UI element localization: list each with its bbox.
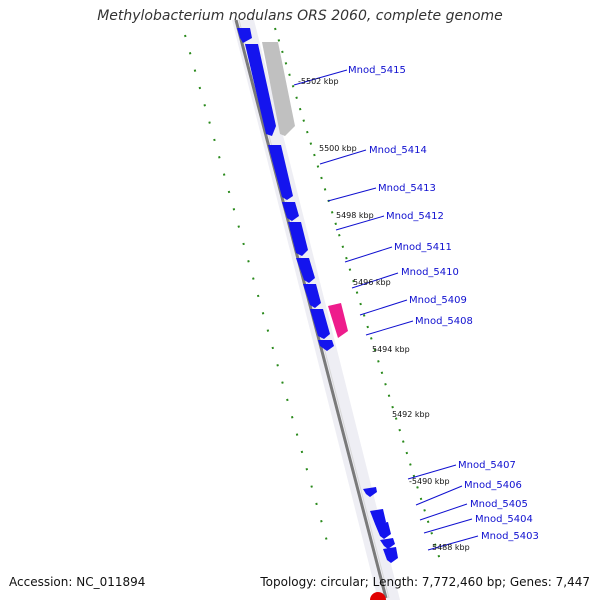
callout-line [427, 535, 479, 551]
origin-marker [370, 592, 386, 600]
gene-label-mnod-5406[interactable]: Mnod_5406 [464, 480, 522, 491]
genome-summary-text: Topology: circular; Length: 7,772,460 bp… [260, 575, 590, 589]
callout-line [407, 464, 457, 480]
gene-label-mnod-5405[interactable]: Mnod_5405 [470, 499, 528, 510]
scale-tick-label: 5488 kbp [432, 543, 470, 552]
gene-arrow-mnod-5411[interactable] [296, 258, 315, 283]
gene-arrow-mnod-5409[interactable] [310, 309, 330, 339]
callout-line [351, 272, 399, 289]
gene-label-mnod-5415[interactable]: Mnod_5415 [348, 65, 406, 76]
callout-line [319, 149, 367, 165]
map-title: Methylobacterium nodulans ORS 2060, comp… [97, 8, 503, 24]
scale-tick-label: 5500 kbp [319, 144, 357, 153]
gene-label-mnod-5413[interactable]: Mnod_5413 [378, 183, 436, 194]
gene-arrow-mnod-5415[interactable] [245, 44, 276, 136]
callout-line [293, 69, 348, 86]
gene-arrow-mnod-5410[interactable] [303, 284, 321, 308]
scale-tick-label: -5490 kbp [409, 477, 450, 486]
gene-label-mnod-5412[interactable]: Mnod_5412 [386, 211, 444, 222]
callout-line [335, 215, 385, 231]
gene-label-mnod-5409[interactable]: Mnod_5409 [409, 295, 467, 306]
gene-label-mnod-5407[interactable]: Mnod_5407 [458, 460, 516, 471]
scale-tick-label: -5502 kbp [298, 77, 339, 86]
callout-line [327, 187, 377, 202]
scale-tick-label: 5496 kbp [353, 278, 391, 287]
gene-arrow-mnod-5408[interactable] [318, 340, 334, 351]
gene-label-mnod-5410[interactable]: Mnod_5410 [401, 267, 459, 278]
scale-tick-label: 5498 kbp [336, 211, 374, 220]
gene-arrow-mnod-5406[interactable] [370, 509, 386, 527]
gene-arrow-mnod-5404[interactable] [380, 538, 395, 549]
callout-line [365, 320, 414, 336]
gene-label-mnod-5414[interactable]: Mnod_5414 [369, 145, 427, 156]
gene-arrow-mnod-5414[interactable] [268, 145, 293, 200]
callout-line [415, 485, 463, 506]
scale-tick-label: 5494 kbp [372, 345, 410, 354]
gene-arrow-mnod-5405[interactable] [375, 522, 391, 539]
callout-line [359, 299, 408, 316]
pseudogene-arrow[interactable] [262, 42, 295, 136]
gene-arrow-mnod-5403[interactable] [383, 547, 398, 563]
gene-label-mnod-5403[interactable]: Mnod_5403 [481, 531, 539, 542]
gene-arrow-mnod-5412[interactable] [288, 222, 308, 256]
callout-line [423, 518, 473, 534]
gene-arrow-mnod-5413[interactable] [282, 202, 299, 221]
accession-text: Accession: NC_011894 [9, 575, 146, 589]
scale-tick-label: 5492 kbp [392, 410, 430, 419]
gene-arrow-highlighted[interactable] [328, 303, 348, 338]
callout-line [344, 246, 393, 263]
gene-fragment-top[interactable] [237, 28, 252, 43]
gene-label-mnod-5408[interactable]: Mnod_5408 [415, 316, 473, 327]
gene-label-mnod-5404[interactable]: Mnod_5404 [475, 514, 533, 525]
callout-line [419, 503, 468, 521]
gene-arrow-mnod-5407[interactable] [363, 487, 377, 497]
gene-label-mnod-5411[interactable]: Mnod_5411 [394, 242, 452, 253]
